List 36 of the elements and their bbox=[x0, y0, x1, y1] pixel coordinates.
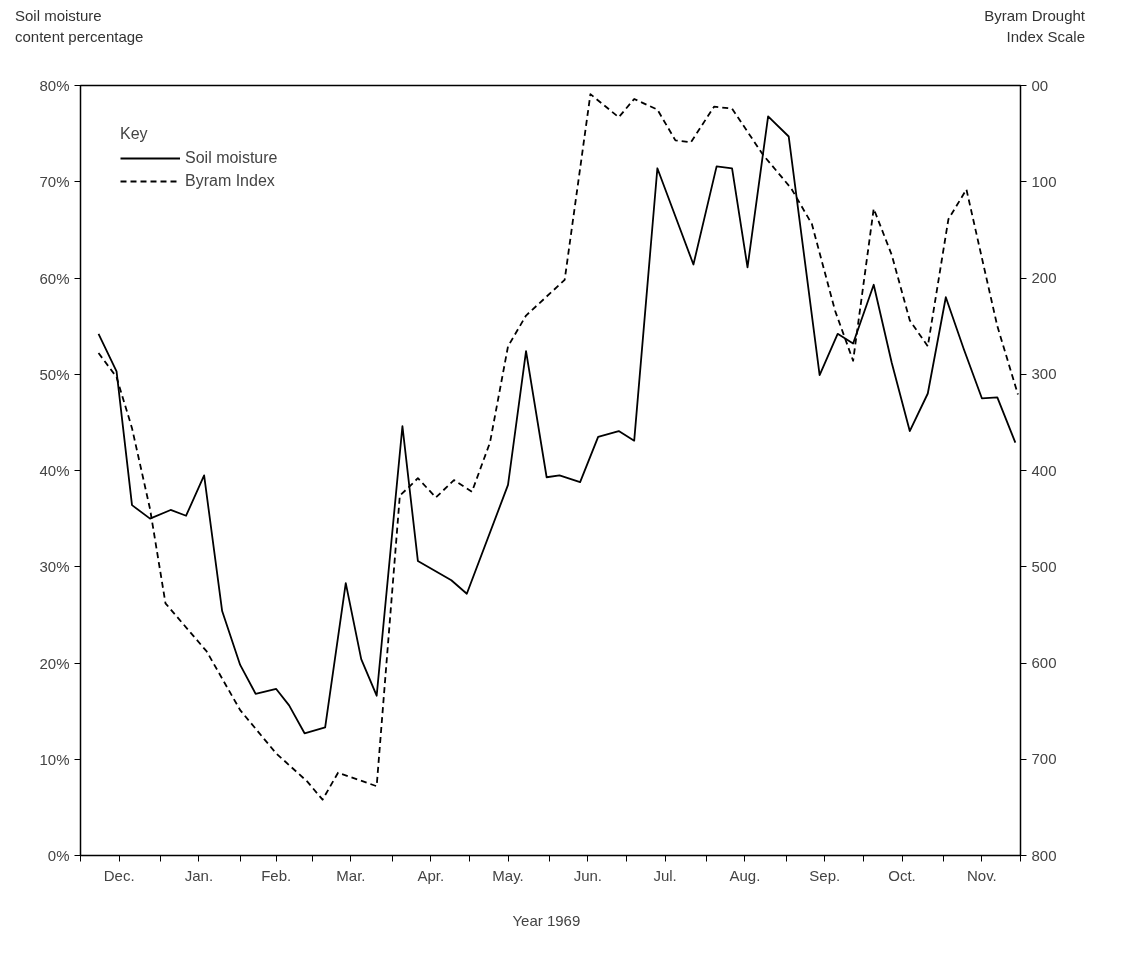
y2-tick-label: 700 bbox=[1031, 750, 1057, 768]
x-tick-label: Jun. bbox=[573, 866, 603, 884]
y2-tick-label: 800 bbox=[1031, 846, 1057, 864]
x-tick-label: Dec. bbox=[103, 866, 135, 884]
y-tick-label: 10% bbox=[39, 750, 70, 768]
y2-tick-label: 100 bbox=[1031, 172, 1057, 190]
x-tick-label: Nov. bbox=[967, 866, 997, 884]
y-tick-label: 0% bbox=[47, 847, 70, 864]
x-tick-label: Apr. bbox=[417, 866, 445, 884]
y2-tick-label: 400 bbox=[1031, 461, 1057, 479]
x-tick-label: Oct. bbox=[888, 866, 916, 884]
legend-label: Soil moisture bbox=[185, 149, 278, 167]
y-tick-label: 20% bbox=[39, 654, 70, 672]
y-tick-label: 50% bbox=[39, 365, 70, 383]
y2-tick-label: 200 bbox=[1031, 269, 1057, 286]
legend-title: Key bbox=[120, 125, 149, 143]
x-tick-label: Jul. bbox=[653, 866, 677, 884]
x-tick-label: Sep. bbox=[809, 866, 841, 884]
y-axis-title: Soil moisture content percentage bbox=[15, 6, 144, 48]
x-axis-title: Year 1969 bbox=[512, 911, 581, 929]
y2-tick-label: 00 bbox=[1031, 76, 1049, 94]
x-tick-label: May. bbox=[492, 866, 524, 884]
y-tick-label: 80% bbox=[39, 77, 70, 94]
y2-tick-label: 300 bbox=[1031, 365, 1057, 383]
y-tick-label: 40% bbox=[39, 462, 70, 479]
legend-label: Byram Index bbox=[185, 172, 275, 190]
y2-tick-label: 500 bbox=[1031, 557, 1057, 575]
y-tick-label: 30% bbox=[39, 558, 70, 576]
x-tick-label: Feb. bbox=[261, 866, 292, 884]
x-tick-label: Aug. bbox=[729, 866, 761, 884]
y2-axis-title: Byram Drought Index Scale bbox=[984, 6, 1085, 48]
y-tick-label: 60% bbox=[39, 269, 70, 287]
x-tick-label: Mar. bbox=[336, 866, 366, 884]
y-tick-label: 70% bbox=[39, 173, 70, 191]
y2-tick-label: 600 bbox=[1031, 654, 1057, 671]
x-tick-label: Jan. bbox=[184, 866, 214, 884]
